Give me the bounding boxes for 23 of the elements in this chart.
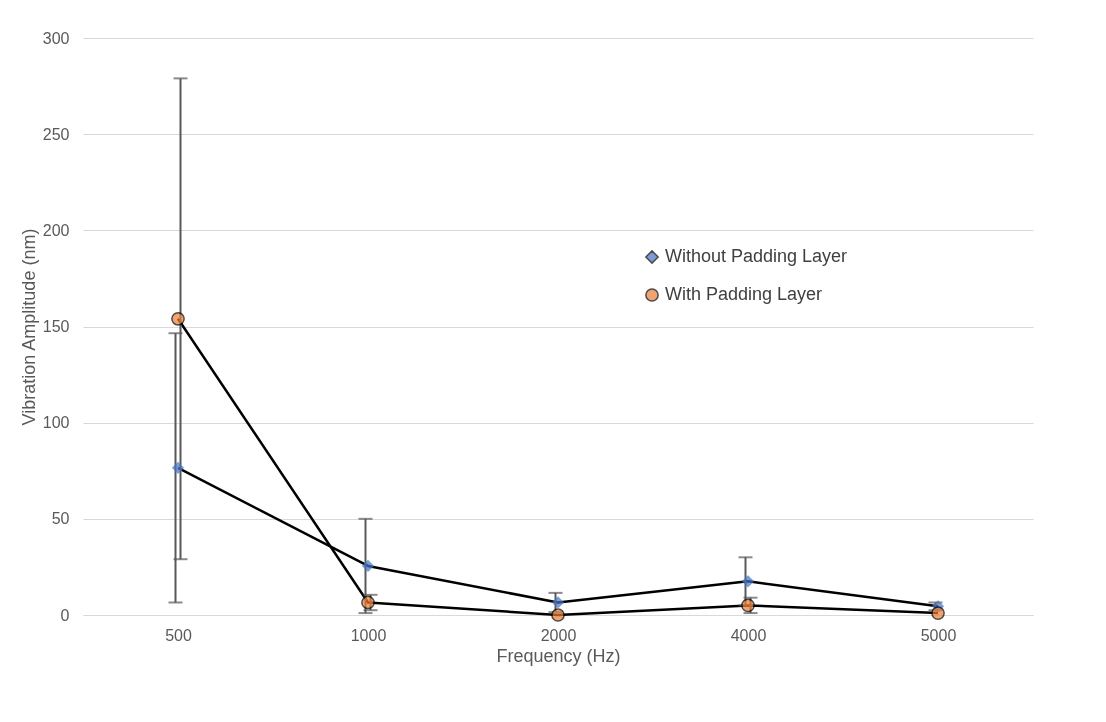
point [361, 559, 375, 573]
legend-label: Without Padding Layer [665, 246, 848, 266]
y-tick-label: 50 [51, 510, 70, 528]
legend-label: With Padding Layer [665, 284, 823, 304]
x-tick-label: 1000 [350, 626, 387, 644]
y-tick-label: 100 [42, 414, 70, 432]
point [741, 575, 755, 588]
point [551, 596, 565, 609]
point [551, 608, 565, 622]
x-axis-title: Frequency (Hz) [496, 645, 621, 666]
x-tick-label: 4000 [730, 626, 767, 644]
x-tick-label: 500 [165, 626, 192, 644]
x-tick-label: 5000 [920, 626, 957, 644]
point [171, 461, 185, 474]
y-axis-title: Vibration Amplitude (nm) [18, 228, 39, 426]
point [171, 311, 185, 326]
y-tick-label: 200 [42, 221, 70, 239]
y-tick-label: 250 [42, 125, 70, 143]
y-tick-label: 0 [60, 606, 70, 624]
x-tick-label: 2000 [540, 626, 577, 644]
y-tick-label: 150 [42, 318, 70, 335]
point [931, 606, 945, 620]
y-tick-label: 300 [42, 29, 70, 47]
